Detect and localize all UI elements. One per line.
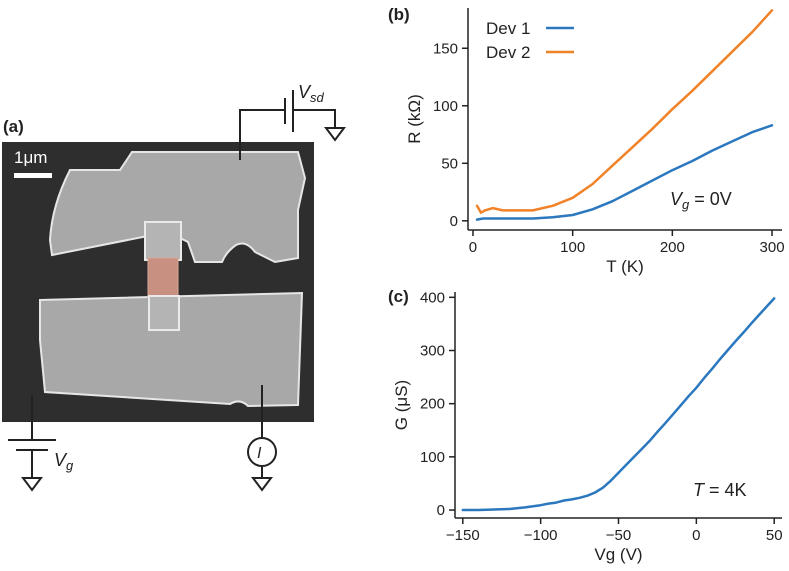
y-tick-label: 50 <box>441 155 458 172</box>
x-tick-label: −50 <box>606 527 631 544</box>
x-axis-label: T (K) <box>606 257 643 276</box>
legend-label: Dev 1 <box>486 19 530 38</box>
drain-electrode <box>39 291 304 408</box>
series-line-dev-1 <box>475 124 774 221</box>
x-tick-label: 300 <box>760 239 785 256</box>
series-line-dev-2 <box>475 9 774 214</box>
y-tick-label: 0 <box>450 213 458 230</box>
vg-source <box>8 395 56 492</box>
panel-c-axes: −150 −100 −50 0 50 0 100 200 300 400 Vg (V) G (μS) <box>392 289 783 564</box>
scale-bar <box>14 173 52 178</box>
y-tick-label: 300 <box>420 342 445 359</box>
series-line-0 <box>461 297 776 512</box>
y-tick-label: 400 <box>420 289 445 306</box>
x-tick-label: 100 <box>560 239 585 256</box>
scale-bar-label: 1μm <box>14 148 47 167</box>
x-tick-label: −150 <box>446 527 480 544</box>
current-meter <box>247 385 277 492</box>
panel-b-legend: Dev 1 Dev 2 <box>486 19 574 62</box>
panel-c-lines <box>461 297 776 512</box>
current-label: I <box>257 445 262 462</box>
y-tick-label: 200 <box>420 396 445 413</box>
panel-a: (a) 1μm Vsd Vg <box>2 82 346 492</box>
vsd-label: Vsd <box>298 82 325 105</box>
y-axis-label: G (μS) <box>392 380 411 430</box>
panel-b-lines <box>475 9 774 221</box>
x-tick-label: 0 <box>469 239 477 256</box>
source-electrode <box>48 151 307 264</box>
x-tick-label: 0 <box>692 527 700 544</box>
x-tick-label: −100 <box>524 527 558 544</box>
panel-b-annotation: Vg = 0V <box>670 189 732 212</box>
y-tick-label: 0 <box>437 502 445 519</box>
panel-a-letter: (a) <box>3 117 24 136</box>
y-tick-label: 150 <box>433 40 458 57</box>
vsd-source <box>239 90 346 160</box>
panel-c-letter: (c) <box>388 287 409 306</box>
x-tick-label: 200 <box>660 239 685 256</box>
x-tick-label: 50 <box>766 527 783 544</box>
top-contact <box>144 221 182 261</box>
y-tick-label: 100 <box>433 98 458 115</box>
y-tick-label: 100 <box>420 449 445 466</box>
y-axis-label: R (kΩ) <box>405 94 424 144</box>
panel-b-axes: 0 100 200 300 0 50 100 150 T (K) R (kΩ) <box>405 8 785 276</box>
panel-c-annotation: T = 4K <box>693 480 747 500</box>
device-channel <box>147 257 179 299</box>
panel-c: (c) −150 −100 −50 0 50 0 100 200 300 400 Vg (V) G (… <box>388 287 783 564</box>
x-axis-label: Vg (V) <box>594 545 642 564</box>
vg-label: Vg <box>54 450 74 473</box>
panel-b: (b) 0 100 200 300 0 50 100 150 T (K) R (kΩ) Dev 1… <box>388 5 785 276</box>
panel-b-letter: (b) <box>388 5 410 24</box>
bottom-contact <box>148 295 180 331</box>
legend-label: Dev 2 <box>486 43 530 62</box>
